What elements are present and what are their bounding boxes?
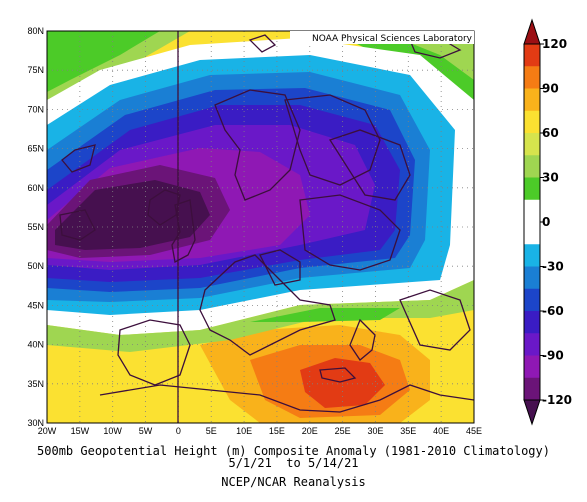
lat-tick-label: 70N [27,104,44,114]
lat-tick-label: 60N [27,183,44,193]
lon-tick-label: 15W [71,426,90,436]
coastlines [59,34,474,413]
colorbar-labels: 120 90 60 30 0 -30 -60 -90 -120 [540,37,572,407]
colorbar-min-arrow [523,399,541,426]
lat-tick-label: 80N [27,26,44,36]
colorbar-segment [524,244,540,267]
colorbar-segment [524,333,540,356]
lon-tick-label: 40E [433,426,449,436]
colorbar-segment [524,199,540,223]
longitude-tick-labels: 20W 15W 10W 5W 0 5E 10E 15E 20E 25E 30E 35E 40E 45E [38,426,482,436]
lat-tick-label: 40N [27,340,44,350]
colorbar-label: 90 [542,82,559,96]
colorbar-segment [524,177,540,201]
latitude-tick-labels: 80N 75N 70N 65N 60N 55N 50N 45N 40N 35N 30N [27,26,44,428]
colorbar-segment [524,155,540,178]
colorbar-label: -120 [542,393,572,407]
lon-tick-label: 15E [269,426,285,436]
colorbar-label: 0 [542,215,550,229]
lon-tick-label: 20W [38,426,57,436]
colorbar-segment [524,222,540,245]
caption-source: NCEP/NCAR Reanalysis [221,475,366,489]
colorbar-segment [524,288,540,312]
lon-tick-label: 10E [236,426,252,436]
colorbar-label: -60 [542,304,564,318]
lon-tick-label: 5E [206,426,217,436]
map-frame [46,30,475,424]
colorbar-segment [524,66,540,89]
lon-tick-label: 5W [139,426,153,436]
credit-label: NOAA Physical Sciences Laboratory [312,34,473,44]
lat-tick-label: 65N [27,144,44,154]
colorbar-segment [524,377,540,401]
lat-tick-label: 45N [27,300,44,310]
colorbar-segment [524,110,540,134]
colorbar [523,18,541,426]
anomaly-field [47,31,474,423]
lon-tick-label: 10W [103,426,122,436]
lon-tick-label: 20E [302,426,318,436]
caption-title: 500mb Geopotential Height (m) Composite … [37,444,550,458]
colorbar-segment [524,44,540,67]
lon-tick-label: 35E [400,426,416,436]
colorbar-label: 120 [542,37,567,51]
lon-tick-label: 30E [367,426,383,436]
colorbar-segment [524,88,540,112]
lat-tick-label: 35N [27,379,44,389]
colorbar-segment [524,266,540,290]
colorbar-segment [524,355,540,379]
lat-tick-label: 75N [27,65,44,75]
colorbar-label: -90 [542,349,564,363]
lon-tick-label: 25E [335,426,351,436]
lat-tick-label: 30N [27,418,44,428]
lon-tick-label: 45E [466,426,482,436]
colorbar-label: 30 [542,171,559,185]
lon-tick-label: 0 [176,426,181,436]
colorbar-label: -30 [542,260,564,274]
colorbar-segment [524,133,540,156]
colorbar-max-arrow [523,18,541,45]
colorbar-label: 60 [542,126,559,140]
lat-tick-label: 55N [27,222,44,232]
lat-tick-label: 50N [27,261,44,271]
colorbar-segment [524,311,540,334]
caption-dates: 5/1/21 to 5/14/21 [228,456,359,470]
